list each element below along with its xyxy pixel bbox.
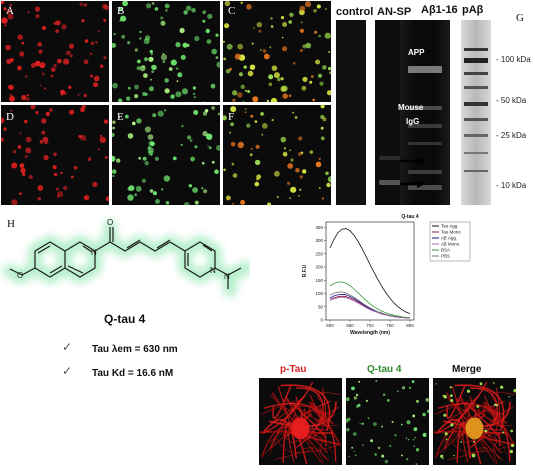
emission-property: Tau λem = 630 nm <box>92 344 178 355</box>
legend-label: Aβ Agg. <box>441 236 457 241</box>
y-tick-label: 250 <box>315 251 323 256</box>
x-tick-label: 702 <box>366 323 374 328</box>
kd-property: Tau Kd = 16.6 nM <box>92 368 174 379</box>
micro-panel-p-tau <box>259 378 342 465</box>
blot-lane-label-control: control <box>336 6 374 18</box>
panel-label: E <box>117 111 124 123</box>
y-tick-label: 300 <box>315 238 323 243</box>
legend-label: BSA <box>441 248 450 253</box>
y-tick-label: 0 <box>320 318 323 323</box>
blot-band <box>464 58 488 63</box>
blot-lane-label-pabeta: pAβ <box>462 4 484 16</box>
legend-label: Aβ Mono. <box>441 242 460 247</box>
y-tick-label: 200 <box>315 265 323 270</box>
micro-panel-d: D <box>1 105 109 205</box>
x-tick-label: 650 <box>346 323 354 328</box>
blot-band <box>408 142 442 145</box>
blot-band <box>408 170 442 174</box>
blot-band <box>408 185 442 190</box>
marker-50kda: - 50 kDa <box>496 96 527 105</box>
band-label-igg: IgG <box>406 117 420 126</box>
blot-lane-label-abeta: Aβ1-16 <box>421 4 458 16</box>
svg-text:N: N <box>91 248 97 257</box>
y-tick-label: 100 <box>315 291 323 296</box>
blot-lane-control <box>336 20 366 205</box>
blot-band <box>464 152 488 154</box>
x-axis-label: Wavelength (nm) <box>350 330 390 336</box>
micro-panel-a: A <box>1 1 109 102</box>
series-line <box>329 228 411 314</box>
y-axis-label: R.F.U <box>302 264 308 277</box>
marker-10kda: - 10 kDa <box>496 181 527 190</box>
blot-lane-label-an-sp: AN-SP <box>377 6 412 18</box>
series-line <box>329 291 411 319</box>
panel-label: F <box>228 111 235 123</box>
blot-lane-pabeta <box>461 20 491 205</box>
panel-label: D <box>6 111 14 123</box>
legend-label: Tau Agg. <box>441 224 459 229</box>
marker-25kda: - 25 kDa <box>496 131 527 140</box>
blot-band <box>408 106 442 110</box>
x-tick-label: 750 <box>386 323 394 328</box>
band-label-mouse: Mouse <box>398 103 424 112</box>
blot-band <box>464 102 488 106</box>
panel-label: C <box>228 5 236 17</box>
series-line <box>329 281 411 318</box>
arrow-icon <box>400 157 425 165</box>
blot-band <box>464 118 488 121</box>
y-tick-label: 50 <box>318 304 324 309</box>
panel-label-g: G <box>516 12 524 24</box>
q-tau-4-structure: O O N N N <box>3 218 250 297</box>
panel-label-h: H <box>7 218 15 230</box>
micro-panel-c: C <box>223 1 331 102</box>
blot-band <box>464 72 488 75</box>
panel-label: A <box>6 5 14 17</box>
blot-band <box>379 156 401 160</box>
legend-label: PBS <box>441 254 450 259</box>
label-merge: Merge <box>452 364 482 375</box>
micro-panel-merge <box>433 378 516 465</box>
plot-frame <box>325 221 415 321</box>
micro-panel-f: F <box>223 105 331 205</box>
blot-lane-abeta <box>400 20 450 205</box>
label-q-tau-4: Q-tau 4 <box>367 364 402 375</box>
blot-band <box>408 66 442 73</box>
blot-band <box>379 180 401 185</box>
series-line <box>329 293 411 319</box>
series-line <box>329 296 411 319</box>
arrow-icon <box>400 180 425 188</box>
label-p-tau: p-Tau <box>280 364 307 375</box>
marker-100kda: - 100 kDa <box>496 55 531 64</box>
blot-band <box>464 86 488 89</box>
probe-name: Q-tau 4 <box>104 312 146 326</box>
blot-band <box>464 134 488 137</box>
micro-panel-q-tau-4 <box>346 378 429 465</box>
blot-band <box>464 48 488 51</box>
legend-label: Tau Mono <box>441 230 461 235</box>
check-icon: ✓ <box>62 340 73 354</box>
y-tick-label: 150 <box>315 278 323 283</box>
band-label-app: APP <box>408 48 425 57</box>
micro-panel-b: B <box>112 1 220 102</box>
legend-box <box>429 221 471 262</box>
x-tick-label: 600 <box>326 323 334 328</box>
fluorescence-chart: Q-tau 4 0 50 100 150 200 250 300 350 600 650 702 750… <box>302 214 471 336</box>
check-icon: ✓ <box>62 364 73 378</box>
blot-band <box>464 170 488 172</box>
svg-text:N: N <box>224 272 230 281</box>
x-tick-label: 800 <box>406 323 414 328</box>
svg-text:O: O <box>107 218 113 227</box>
micro-panel-e: E <box>112 105 220 205</box>
svg-text:O: O <box>17 271 23 280</box>
chart-title: Q-tau 4 <box>401 214 418 220</box>
y-tick-label: 350 <box>315 225 323 230</box>
panel-label: B <box>117 5 125 17</box>
svg-text:N: N <box>210 266 216 275</box>
blot-band <box>408 124 442 128</box>
